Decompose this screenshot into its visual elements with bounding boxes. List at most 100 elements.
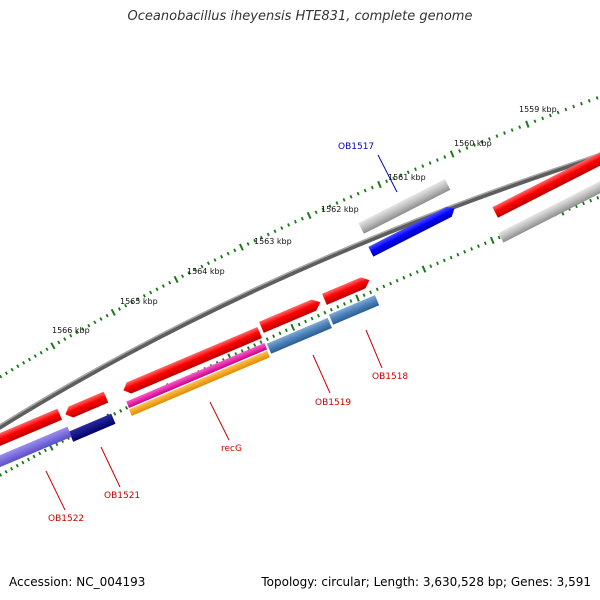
outer-minor-tick	[465, 146, 469, 150]
gene-ob1522-red[interactable]	[0, 408, 63, 448]
gene-ob1521-red[interactable]	[63, 391, 109, 420]
inner-minor-tick	[316, 313, 320, 318]
scale-label-1565: 1565 kbp	[120, 297, 158, 306]
inner-minor-tick	[382, 284, 386, 289]
outer-minor-tick	[168, 280, 172, 285]
scale-labels: 1559 kbp 1560 kbp 1561 kbp 1562 kbp 1563…	[52, 105, 557, 335]
inner-minor-tick	[284, 328, 288, 333]
gene-right-red[interactable]	[492, 148, 600, 218]
outer-minor-tick	[142, 293, 146, 298]
inner-major-tick	[421, 265, 427, 273]
scale-label-1562: 1562 kbp	[321, 205, 359, 214]
leader-ob1522	[45, 470, 66, 511]
inner-minor-tick	[119, 408, 123, 413]
outer-minor-tick	[503, 131, 506, 135]
outer-minor-tick	[124, 303, 128, 308]
inner-minor-tick	[4, 469, 8, 474]
scale-label-1560: 1560 kbp	[454, 139, 492, 148]
gene-recg-orange[interactable]	[129, 350, 270, 416]
label-leader-lines	[45, 154, 398, 511]
gene-label-ob1518[interactable]: OB1518	[372, 372, 408, 382]
outer-minor-tick	[226, 251, 230, 256]
outer-minor-tick	[328, 204, 332, 208]
inner-minor-tick	[43, 448, 47, 453]
gene-label-ob1521[interactable]: OB1521	[104, 491, 140, 501]
outer-minor-tick	[93, 320, 97, 325]
leader-ob1518	[365, 329, 383, 369]
gene-label-ob1519[interactable]: OB1519	[315, 398, 351, 408]
inner-minor-tick	[497, 235, 501, 240]
outer-minor-tick	[105, 313, 109, 318]
outer-minor-tick	[556, 110, 560, 115]
scale-label-1566: 1566 kbp	[52, 326, 90, 335]
gene-ob1519-steel[interactable]	[266, 317, 332, 354]
outer-minor-tick	[541, 116, 545, 121]
inner-minor-tick	[125, 405, 129, 410]
gene-ob1517-blue[interactable]	[368, 204, 457, 257]
gene-ob1518-steel[interactable]	[328, 295, 380, 325]
outer-major-tick	[306, 211, 312, 220]
inner-minor-tick	[402, 275, 406, 280]
inner-minor-tick	[272, 334, 276, 338]
topology-text: Topology: circular; Length: 3,630,528 bp…	[261, 575, 591, 589]
outer-minor-tick	[57, 340, 61, 345]
outer-minor-tick	[130, 300, 134, 305]
outer-minor-tick	[435, 158, 439, 162]
inner-minor-tick	[323, 310, 327, 315]
leader-recg	[209, 401, 230, 441]
inner-minor-tick	[470, 247, 474, 251]
gene-label-recg[interactable]: recG	[221, 444, 242, 454]
inner-minor-tick	[375, 287, 379, 292]
genome-backbone-highlight	[0, 152, 600, 426]
outer-minor-tick	[81, 327, 85, 331]
inner-minor-tick	[442, 258, 446, 263]
outer-minor-tick	[287, 223, 291, 227]
gene-ob1518-red[interactable]	[322, 275, 372, 305]
outer-minor-tick	[587, 98, 591, 103]
gene-ob1519-red[interactable]	[259, 297, 323, 333]
outer-minor-tick	[370, 185, 374, 190]
inner-minor-tick	[409, 273, 413, 277]
outer-scale-ticks	[0, 96, 599, 379]
inner-major-tick	[355, 294, 360, 302]
outer-minor-tick	[335, 201, 339, 205]
outer-minor-tick	[45, 347, 49, 352]
outer-minor-tick	[22, 361, 26, 365]
outer-minor-tick	[27, 357, 32, 362]
inner-minor-tick	[0, 473, 3, 477]
gene-ob1522-lavender[interactable]	[0, 426, 72, 469]
outer-minor-tick	[488, 137, 491, 141]
gene-ob1521-navy[interactable]	[68, 413, 116, 442]
outer-minor-tick	[363, 188, 367, 193]
gene-recg-red[interactable]	[121, 326, 263, 396]
accession-text: Accession: NC_004193	[9, 575, 146, 589]
outer-minor-tick	[473, 143, 476, 147]
outer-minor-tick	[421, 164, 425, 168]
outer-major-tick	[449, 150, 455, 158]
gene-labels: OB1517 OB1518 OB1519 recG OB1521 OB1522	[48, 142, 408, 524]
outer-minor-tick	[75, 330, 79, 335]
leader-ob1517	[377, 154, 398, 193]
inner-minor-tick	[21, 460, 25, 465]
outer-minor-tick	[206, 261, 210, 266]
inner-minor-tick	[10, 466, 14, 471]
outer-major-tick	[525, 120, 530, 128]
gene-right-gray[interactable]	[498, 178, 600, 243]
inner-minor-tick	[362, 293, 366, 297]
gene-recg-pink[interactable]	[126, 342, 268, 408]
outer-minor-tick	[136, 297, 140, 301]
inner-minor-tick	[310, 316, 314, 321]
outer-minor-tick	[314, 210, 318, 215]
outer-minor-tick	[293, 219, 297, 224]
gene-label-ob1522[interactable]: OB1522	[48, 514, 84, 524]
outer-minor-tick	[273, 229, 277, 234]
outer-minor-tick	[213, 258, 217, 262]
outer-major-tick	[238, 243, 244, 251]
gene-ob1517-gray[interactable]	[358, 179, 451, 234]
gene-label-ob1517[interactable]: OB1517	[338, 142, 374, 152]
outer-minor-tick	[233, 248, 237, 253]
outer-minor-tick	[63, 337, 67, 341]
inner-minor-tick	[329, 307, 333, 312]
inner-minor-tick	[349, 299, 353, 303]
